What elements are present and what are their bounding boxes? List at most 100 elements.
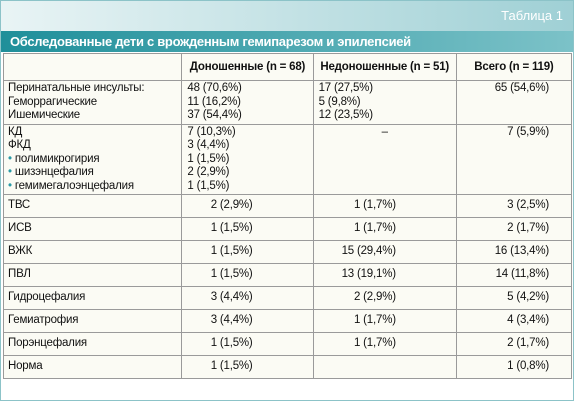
row-label: Порэнцефалия bbox=[8, 337, 87, 350]
cell-value: 1 (1,5%) bbox=[187, 152, 230, 165]
value-cell: 1 (1,5%) bbox=[181, 217, 314, 241]
cell-value: 3 (2,5%) bbox=[507, 199, 549, 212]
row-label: Перинатальные инсульты: bbox=[8, 82, 145, 94]
column-header bbox=[2, 53, 183, 81]
row-label-cell: ИСВ bbox=[2, 217, 183, 241]
table-row: ИСВ 1 (1,5%) 1 (1,7%) 2 (1,7%) bbox=[2, 217, 573, 241]
table-row: ВЖК 1 (1,5%) 15 (29,4%) 16 (13,4%) bbox=[2, 240, 573, 264]
cell-value: 13 (19,1%) bbox=[341, 268, 396, 281]
cell-value: 1 (1,5%) bbox=[210, 360, 253, 373]
value-cell: 1 (1,5%) bbox=[181, 263, 314, 287]
cell-value: 14 (11,8%) bbox=[495, 268, 550, 281]
row-label: ТВС bbox=[8, 199, 31, 212]
cell-value: – bbox=[381, 125, 388, 138]
cell-value: 2 (1,7%) bbox=[507, 337, 549, 350]
cell-value: 17 (27,5%) bbox=[318, 82, 373, 94]
row-label-cell: Гидроцефалия bbox=[2, 286, 183, 310]
value-cell: 1 (1,7%) bbox=[312, 217, 457, 241]
cell-value: 4 (3,4%) bbox=[507, 314, 549, 327]
value-cell: 1 (1,5%) bbox=[181, 332, 314, 356]
table-row: ПВЛ 1 (1,5%) 13 (19,1%) 14 (11,8%) bbox=[2, 263, 573, 287]
row-label-cell: Перинатальные инсульты: Геморрагические Иш… bbox=[2, 80, 183, 125]
value-cell: 7 (10,3%) 3 (4,4%) 1 (1,5%) 2 (2,9%) 1 (1,5%… bbox=[181, 123, 314, 195]
cell-value: 2 (2,9%) bbox=[187, 166, 230, 178]
value-cell: 1 (0,8%) bbox=[455, 355, 573, 379]
table-caption: Таблица 1 bbox=[501, 8, 563, 23]
cell-value: 1 (0,8%) bbox=[507, 360, 549, 373]
value-cell: 5 (4,2%) bbox=[455, 286, 573, 310]
row-label: шизэнцефалия bbox=[8, 166, 177, 180]
row-label-cell: Порэнцефалия bbox=[2, 332, 183, 356]
table-title: Обследованные дети с врожденным гемипаре… bbox=[1, 31, 573, 52]
row-label: ФКД bbox=[8, 139, 31, 151]
value-cell: 2 (1,7%) bbox=[455, 217, 573, 241]
cell-value: 12 (23,5%) bbox=[318, 109, 373, 121]
value-cell: 3 (4,4%) bbox=[181, 309, 314, 333]
value-cell: 65 (54,6%) bbox=[455, 80, 573, 125]
cell-value: 2 (2,9%) bbox=[353, 291, 396, 304]
value-cell: 1 (1,7%) bbox=[312, 309, 457, 333]
row-label-cell: Норма bbox=[2, 355, 183, 379]
value-cell: 2 (2,9%) bbox=[312, 286, 457, 310]
row-label: ВЖК bbox=[8, 245, 33, 258]
cell-value: 1 (1,5%) bbox=[187, 179, 230, 192]
table-row: Перинатальные инсульты: Геморрагические Иш… bbox=[2, 80, 573, 125]
value-cell: – bbox=[312, 123, 457, 195]
value-cell: 2 (1,7%) bbox=[455, 332, 573, 356]
cell-value: 1 (1,7%) bbox=[353, 199, 396, 212]
row-label: Гемиатрофия bbox=[8, 314, 79, 327]
value-cell: 14 (11,8%) bbox=[455, 263, 573, 287]
row-label: КД bbox=[8, 125, 23, 138]
row-label: гемимегалоэнцефалия bbox=[8, 180, 177, 194]
cell-value: 7 (5,9%) bbox=[507, 125, 549, 138]
cell-value: 3 (4,4%) bbox=[210, 291, 253, 304]
data-table: Доношенные (n = 68) Недоношенные (n = 51)… bbox=[2, 53, 573, 379]
table-row: Гемиатрофия 3 (4,4%) 1 (1,7%) 4 (3,4%) bbox=[2, 309, 573, 333]
row-label: ИСВ bbox=[8, 222, 32, 235]
value-cell: 1 (1,5%) bbox=[181, 355, 314, 379]
value-cell: 7 (5,9%) bbox=[455, 123, 573, 195]
cell-value: 37 (54,4%) bbox=[187, 109, 242, 121]
cell-value: 3 (4,4%) bbox=[210, 314, 253, 327]
value-cell: 1 (1,5%) bbox=[181, 240, 314, 264]
cell-value: 1 (1,7%) bbox=[353, 222, 396, 235]
row-label-cell: ВЖК bbox=[2, 240, 183, 264]
value-cell: 1 (1,7%) bbox=[312, 194, 457, 218]
table-row: Норма 1 (1,5%) 1 (0,8%) bbox=[2, 355, 573, 379]
value-cell: 4 (3,4%) bbox=[455, 309, 573, 333]
row-label: Гидроцефалия bbox=[8, 291, 86, 304]
cell-value: 7 (10,3%) bbox=[187, 125, 236, 138]
cell-value: 2 (2,9%) bbox=[210, 199, 253, 212]
cell-value: 1 (1,7%) bbox=[353, 337, 396, 350]
top-band: Таблица 1 bbox=[1, 1, 573, 31]
value-cell: 1 (1,7%) bbox=[312, 332, 457, 356]
cell-value: 5 (9,8%) bbox=[318, 95, 361, 108]
cell-value: 15 (29,4%) bbox=[341, 245, 396, 258]
row-label: Норма bbox=[8, 360, 43, 373]
cell-value: 16 (13,4%) bbox=[494, 245, 549, 258]
value-cell: 15 (29,4%) bbox=[312, 240, 457, 264]
value-cell: 17 (27,5%) 5 (9,8%) 12 (23,5%) bbox=[312, 80, 457, 125]
value-cell: 2 (2,9%) bbox=[181, 194, 314, 218]
header-row: Доношенные (n = 68) Недоношенные (n = 51)… bbox=[2, 53, 573, 81]
row-label: ПВЛ bbox=[8, 268, 31, 281]
cell-value: 5 (4,2%) bbox=[507, 291, 549, 304]
table-row: ТВС 2 (2,9%) 1 (1,7%) 3 (2,5%) bbox=[2, 194, 573, 218]
cell-value: 1 (1,7%) bbox=[353, 314, 396, 327]
value-cell: 3 (2,5%) bbox=[455, 194, 573, 218]
row-label: полимикрогирия bbox=[8, 153, 177, 167]
value-cell: 48 (70,6%) 11 (16,2%) 37 (54,4%) bbox=[181, 80, 314, 125]
cell-value: 2 (1,7%) bbox=[507, 222, 549, 235]
cell-value: 1 (1,5%) bbox=[210, 337, 253, 350]
row-label-cell: ПВЛ bbox=[2, 263, 183, 287]
row-label: Ишемические bbox=[8, 109, 81, 121]
value-cell: 3 (4,4%) bbox=[181, 286, 314, 310]
table-body: Перинатальные инсульты: Геморрагические Иш… bbox=[2, 80, 573, 379]
cell-value: 48 (70,6%) bbox=[187, 82, 242, 94]
column-header: Доношенные (n = 68) bbox=[181, 53, 314, 81]
cell-value: 65 (54,6%) bbox=[494, 82, 549, 94]
value-cell: 13 (19,1%) bbox=[312, 263, 457, 287]
